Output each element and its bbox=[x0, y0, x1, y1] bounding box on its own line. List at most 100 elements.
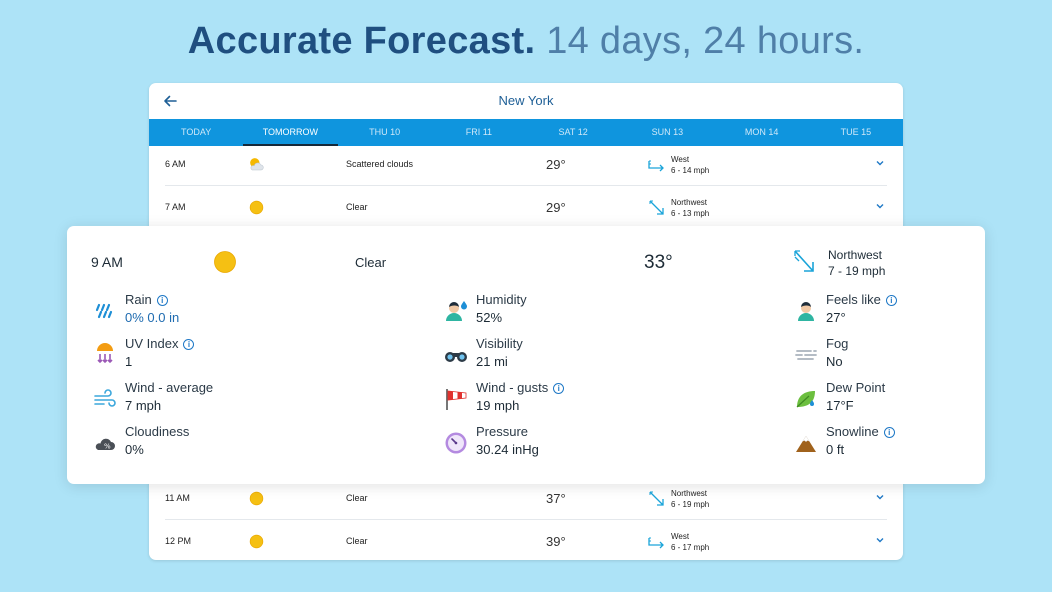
info-icon[interactable]: i bbox=[883, 427, 895, 438]
city-title: New York bbox=[498, 93, 554, 108]
row-description: Clear bbox=[346, 493, 368, 503]
metric-label: Feels like i bbox=[826, 292, 897, 307]
metric-value: 0 ft bbox=[826, 442, 845, 457]
row-wind-direction: Northwest bbox=[671, 198, 708, 207]
wind-northwest-arrow-icon bbox=[794, 250, 814, 272]
detail-wind: Northwest 7 - 19 mph bbox=[828, 247, 885, 279]
metric-label: Rain i bbox=[125, 292, 168, 307]
mountain-snow-icon bbox=[796, 435, 816, 452]
row-wind: West 6 - 17 mph bbox=[671, 531, 709, 553]
metric-label: Dew Point bbox=[826, 380, 886, 395]
headline-light: 14 days, 24 hours. bbox=[546, 20, 865, 62]
row-wind-direction: West bbox=[671, 532, 690, 541]
headline-strong: Accurate Forecast. bbox=[187, 20, 536, 62]
wind-icon bbox=[94, 389, 116, 407]
info-icon[interactable]: i bbox=[156, 295, 168, 306]
hour-row[interactable]: 7 AM Clear 29° Northwest 6 - 13 mph bbox=[165, 186, 887, 229]
info-icon[interactable]: i bbox=[885, 295, 897, 306]
row-temperature: 29° bbox=[546, 200, 566, 215]
back-arrow-icon[interactable] bbox=[159, 91, 181, 111]
row-description: Clear bbox=[346, 202, 368, 212]
metric-label: Humidity bbox=[476, 292, 527, 307]
metric-label: Snowline i bbox=[826, 424, 895, 439]
person-humidity-icon bbox=[446, 301, 467, 321]
metric-wind-gusts: Wind - gusts i 19 mph bbox=[444, 380, 744, 420]
row-description: Scattered clouds bbox=[346, 159, 414, 169]
metric-value: 7 mph bbox=[125, 398, 162, 413]
metric-value: 0% 0.0 in bbox=[125, 310, 180, 325]
row-temperature: 39° bbox=[546, 534, 566, 549]
chevron-down-icon[interactable] bbox=[875, 201, 885, 211]
svg-text:%: % bbox=[104, 443, 111, 451]
top-bar: New York bbox=[149, 83, 903, 119]
metric-value: No bbox=[826, 354, 843, 369]
chevron-down-icon[interactable] bbox=[875, 158, 885, 168]
wind-west-arrow-icon bbox=[648, 537, 664, 549]
rain-drops-icon bbox=[95, 303, 113, 319]
tab-sun-13[interactable]: SUN 13 bbox=[651, 127, 684, 137]
row-time: 7 AM bbox=[165, 202, 186, 212]
metric-visibility: Visibility 21 mi bbox=[444, 336, 744, 376]
metric-value: 21 mi bbox=[476, 354, 508, 369]
info-icon[interactable]: i bbox=[183, 339, 195, 350]
wind-northwest-arrow-icon bbox=[649, 491, 664, 506]
tab-thu-10[interactable]: THU 10 bbox=[369, 127, 401, 137]
tab-today[interactable]: TODAY bbox=[181, 127, 212, 137]
sun-icon bbox=[214, 251, 236, 273]
tab-tomorrow[interactable]: TOMORROW bbox=[243, 119, 338, 146]
row-time: 11 AM bbox=[165, 493, 190, 503]
sun-icon bbox=[249, 534, 264, 549]
metric-value: 0% bbox=[125, 442, 144, 457]
metric-value: 30.24 inHg bbox=[476, 442, 539, 457]
metric-humidity: Humidity 52% bbox=[444, 292, 744, 332]
metric-pressure: Pressure 30.24 inHg bbox=[444, 424, 744, 464]
tab-fri-11[interactable]: FRI 11 bbox=[465, 127, 493, 137]
windsock-icon bbox=[446, 389, 467, 410]
row-wind-direction: West bbox=[671, 155, 690, 164]
person-feels-like-icon bbox=[798, 302, 814, 321]
metric-label: Cloudiness bbox=[125, 424, 190, 439]
metric-snowline: Snowline i 0 ft bbox=[794, 424, 1052, 464]
metric-dew-point: Dew Point 17°F bbox=[794, 380, 1052, 420]
chevron-down-icon[interactable] bbox=[875, 535, 885, 545]
tab-tue-15[interactable]: TUE 15 bbox=[840, 127, 872, 137]
metric-value: 1 bbox=[125, 354, 133, 369]
row-wind: Northwest 6 - 19 mph bbox=[671, 488, 709, 510]
leaf-dew-icon bbox=[796, 391, 815, 408]
row-time: 6 AM bbox=[165, 159, 186, 169]
metric-fog: Fog No bbox=[794, 336, 1052, 376]
hour-row[interactable]: 6 AM Scattered clouds 29° West 6 - 14 mp… bbox=[165, 143, 887, 186]
binoculars-icon bbox=[445, 352, 467, 362]
metric-value: 52% bbox=[476, 310, 503, 325]
detail-time: 9 AM bbox=[91, 254, 123, 270]
barometer-icon bbox=[445, 432, 467, 454]
wind-west-arrow-icon bbox=[648, 160, 664, 172]
chevron-down-icon[interactable] bbox=[875, 492, 885, 502]
info-icon[interactable]: i bbox=[553, 383, 565, 394]
detail-wind-speed: 7 - 19 mph bbox=[828, 264, 886, 278]
metric-label: Wind - average bbox=[125, 380, 214, 395]
tab-mon-14[interactable]: MON 14 bbox=[744, 127, 779, 137]
sun-icon bbox=[249, 491, 264, 506]
row-wind: Northwest 6 - 13 mph bbox=[671, 197, 709, 219]
fog-icon bbox=[795, 350, 817, 360]
wind-northwest-arrow-icon bbox=[649, 200, 664, 215]
metric-label: Fog bbox=[826, 336, 849, 351]
row-wind-speed: 6 - 19 mph bbox=[671, 500, 710, 509]
hour-row[interactable]: 11 AM Clear 37° Northwest 6 - 19 mph bbox=[165, 477, 887, 520]
detail-header[interactable]: 9 AM Clear 33° Northwest 7 - 19 mph bbox=[67, 226, 985, 296]
detail-temperature: 33° bbox=[644, 252, 673, 273]
metric-label: Wind - gusts i bbox=[476, 380, 565, 395]
row-wind-speed: 6 - 14 mph bbox=[671, 166, 710, 175]
row-wind-speed: 6 - 17 mph bbox=[671, 543, 710, 552]
row-wind-direction: Northwest bbox=[671, 489, 708, 498]
tab-sat-12[interactable]: SAT 12 bbox=[558, 127, 588, 137]
cloud-percent-icon: % bbox=[95, 438, 115, 451]
metric-label: Visibility bbox=[476, 336, 523, 351]
metric-value: 19 mph bbox=[476, 398, 520, 413]
day-tabs: TODAY TOMORROW THU 10 FRI 11 SAT 12 SUN … bbox=[149, 119, 903, 146]
headline: Accurate Forecast. 14 days, 24 hours. bbox=[0, 20, 1052, 63]
row-wind: West 6 - 14 mph bbox=[671, 154, 709, 176]
hour-row[interactable]: 12 PM Clear 39° West 6 - 17 mph bbox=[165, 520, 887, 560]
detail-wind-direction: Northwest bbox=[828, 248, 883, 262]
